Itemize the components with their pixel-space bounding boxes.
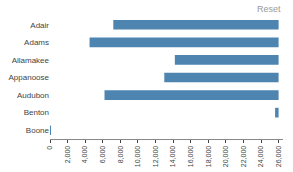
svg-text:Audubon: Audubon [17,91,49,100]
svg-text:Reset: Reset [257,4,281,14]
svg-text:18,000: 18,000 [205,146,212,168]
svg-text:Adams: Adams [24,38,49,47]
svg-text:8,000: 8,000 [117,146,124,164]
svg-text:16,000: 16,000 [187,146,194,168]
svg-text:20,000: 20,000 [222,146,229,168]
svg-text:2,000: 2,000 [64,146,71,164]
svg-text:10,000: 10,000 [134,146,141,168]
svg-text:12,000: 12,000 [152,146,159,168]
svg-text:24,000: 24,000 [257,146,264,168]
svg-text:Adair: Adair [30,21,49,30]
svg-text:22,000: 22,000 [240,146,247,168]
svg-text:0: 0 [46,146,53,150]
svg-text:6,000: 6,000 [99,146,106,164]
svg-text:4,000: 4,000 [81,146,88,164]
svg-text:Benton: Benton [24,108,49,117]
svg-text:14,000: 14,000 [169,146,176,168]
svg-text:Appanoose: Appanoose [9,73,50,82]
svg-text:Allamakee: Allamakee [12,56,50,65]
svg-text:Boone: Boone [26,126,50,135]
svg-text:26,000: 26,000 [275,146,282,168]
